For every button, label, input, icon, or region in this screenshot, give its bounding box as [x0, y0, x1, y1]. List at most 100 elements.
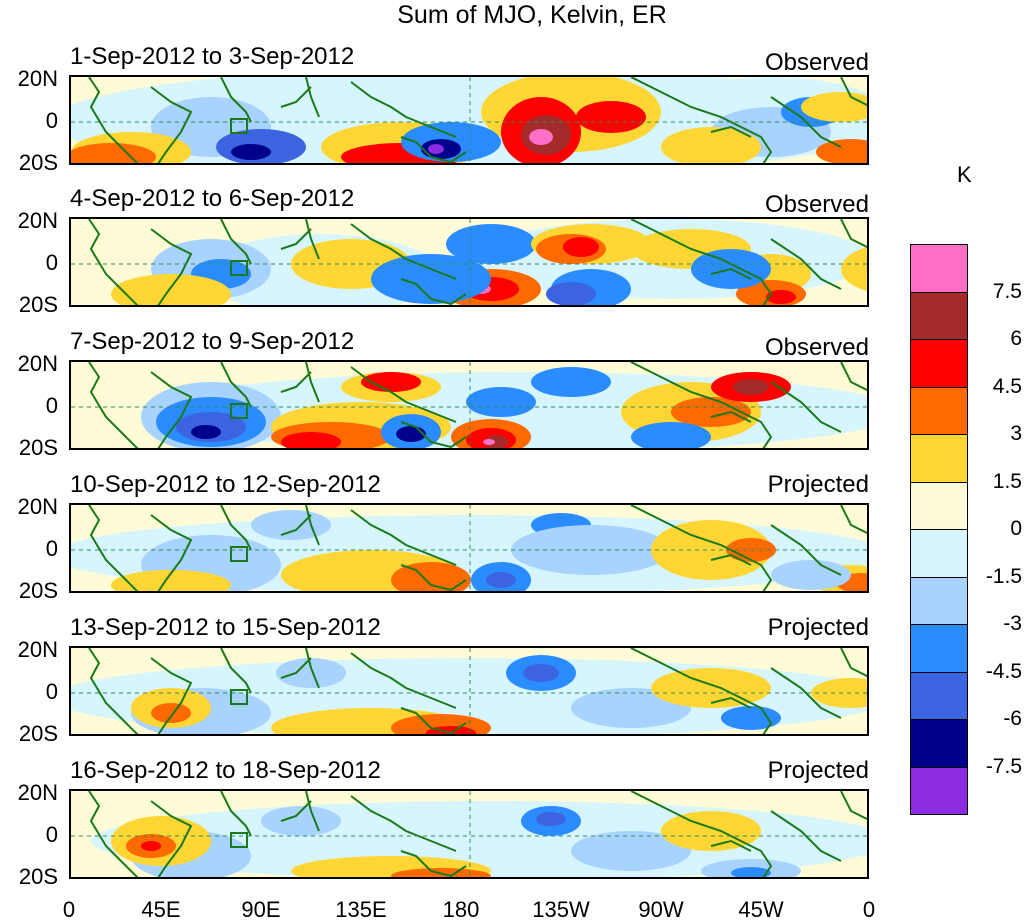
colorbar-swatch [910, 719, 968, 768]
panel-3-date: 7-Sep-2012 to 9-Sep-2012 [70, 328, 355, 355]
lon-label-360: 0 [862, 897, 876, 922]
anomaly-contour [571, 831, 691, 871]
lon-label-90w: 90W [638, 897, 684, 922]
coastline [88, 791, 139, 877]
coastline [305, 791, 320, 832]
coastline [710, 553, 752, 566]
region-box [230, 546, 248, 562]
panel-1-map [69, 75, 869, 165]
panel-5-lat-north: 20N [17, 637, 58, 662]
colorbar-swatch [910, 434, 968, 483]
colorbar-swatch [910, 481, 968, 530]
coastline [88, 219, 139, 305]
anomaly-contour [396, 426, 426, 442]
panel-6-date: 16-Sep-2012 to 18-Sep-2012 [70, 757, 381, 784]
coastline [840, 505, 867, 535]
panel-3-kind: Observed [764, 334, 869, 361]
colorbar-swatch [910, 624, 968, 673]
anomaly-contour [631, 422, 711, 448]
lon-label-135e: 135E [335, 897, 387, 922]
panel-6-field [71, 791, 867, 877]
panel-3-map [69, 360, 869, 450]
colorbar-swatch [910, 529, 968, 578]
colorbar-label: 7.5 [992, 279, 1022, 303]
panel-6-kind: Projected [767, 757, 869, 784]
anomaly-contour [816, 139, 867, 163]
panel-1-lat-north: 20N [17, 66, 58, 91]
panel-4-map [69, 503, 869, 593]
panel-4-lat-north: 20N [17, 494, 58, 519]
colorbar-swatch [910, 244, 968, 293]
coastline [305, 77, 320, 118]
lon-label-180: 180 [442, 897, 480, 922]
anomaly-contour [671, 397, 751, 427]
colorbar-label: -4.5 [985, 659, 1022, 683]
region-box [230, 689, 248, 705]
coastline [710, 267, 752, 280]
lon-label-45w: 45W [738, 897, 784, 922]
colorbar-swatch [910, 671, 968, 720]
panel-6-lat-equator: 0 [45, 822, 58, 847]
coastline [770, 381, 842, 433]
anomaly-contour [536, 812, 566, 826]
coastline [305, 219, 320, 260]
colorbar-label: 3 [1010, 422, 1022, 445]
anomaly-contour [483, 439, 495, 445]
anomaly-contour [529, 129, 553, 145]
colorbar-swatch [910, 339, 968, 388]
anomaly-contour [231, 144, 271, 160]
anomaly-contour [721, 706, 781, 730]
coastline [400, 278, 467, 305]
region-box [230, 832, 248, 848]
coastline [400, 707, 467, 734]
coastline [220, 791, 252, 837]
anomaly-contour [661, 811, 761, 851]
anomaly-contour [428, 144, 444, 154]
coastline [350, 366, 457, 423]
panel-4-lat-south: 20S [18, 578, 58, 603]
panel-2-lat-north: 20N [17, 208, 58, 233]
coastline [220, 362, 252, 408]
coastline [220, 219, 252, 265]
figure-title: Sum of MJO, Kelvin, ER [397, 1, 667, 29]
anomaly-contour [71, 143, 156, 163]
panel-5-lat-equator: 0 [45, 679, 58, 704]
anomaly-contour [111, 274, 231, 305]
coastline [840, 648, 867, 678]
coastline [280, 800, 312, 822]
colorbar-label: -3 [1003, 612, 1022, 635]
coastline [88, 505, 139, 591]
panel-1-lat-south: 20S [18, 150, 58, 175]
region-box [230, 403, 248, 419]
panel-4-date: 10-Sep-2012 to 12-Sep-2012 [70, 471, 381, 498]
panel-6-map [69, 789, 869, 879]
panel-2-date: 4-Sep-2012 to 6-Sep-2012 [70, 185, 355, 212]
coastline [350, 509, 457, 566]
colorbar-label: 6 [1010, 327, 1022, 350]
anomaly-contour [261, 806, 341, 836]
coastline [88, 648, 139, 734]
panel-5-date: 13-Sep-2012 to 15-Sep-2012 [70, 614, 381, 641]
colorbar-label: 1.5 [992, 469, 1022, 493]
anomaly-contour [486, 572, 516, 588]
coastline [710, 839, 752, 852]
coastline [400, 421, 467, 448]
panel-4-lat-equator: 0 [45, 536, 58, 561]
coastline [280, 228, 312, 250]
anomaly-contour [111, 570, 231, 591]
panel-5-map [69, 646, 869, 736]
coastline [770, 810, 842, 862]
colorbar-unit: K [957, 162, 972, 187]
lon-label-0: 0 [62, 897, 76, 922]
coastline [305, 505, 320, 546]
anomaly-contour [276, 658, 346, 688]
panel-2-field [71, 219, 867, 305]
colorbar-label: 4.5 [992, 374, 1022, 398]
lon-label-135w: 135W [532, 897, 590, 922]
panel-1-kind: Observed [764, 49, 869, 76]
panel-3-lat-south: 20S [18, 435, 58, 460]
panel-3-field [71, 362, 867, 448]
panel-1-date: 1-Sep-2012 to 3-Sep-2012 [70, 43, 355, 70]
coastline [220, 505, 252, 551]
coastline [400, 850, 467, 877]
